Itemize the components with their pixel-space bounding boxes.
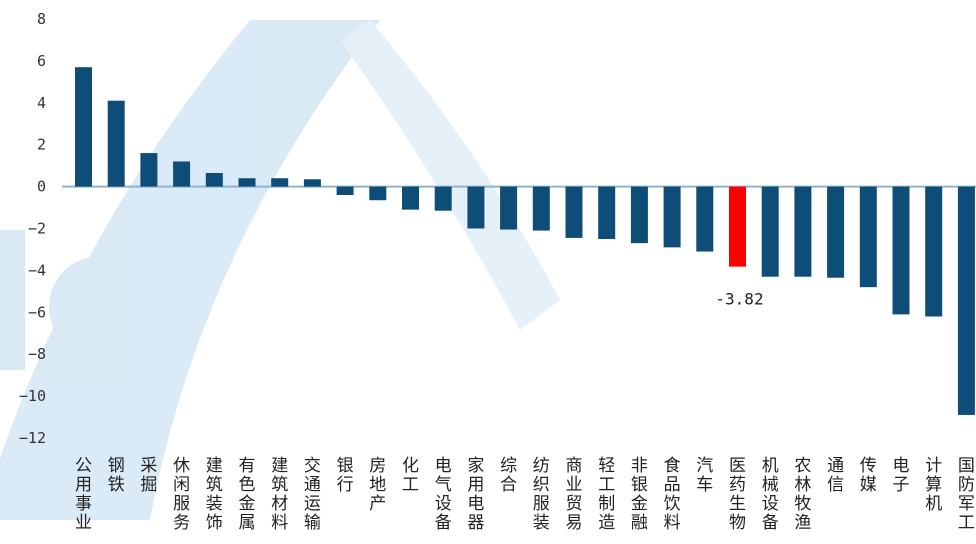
bar (663, 186, 681, 248)
y-tick-label: −12 (19, 429, 46, 447)
bars (75, 67, 975, 415)
bar (565, 186, 583, 238)
bar (925, 186, 943, 317)
category-label: 计算机 (925, 456, 942, 514)
bar (336, 186, 354, 195)
bar (238, 178, 256, 187)
highlight-annotation: -3.82 (715, 290, 763, 309)
bar (957, 186, 975, 415)
category-label: 电气设备 (435, 456, 452, 533)
category-label: 农林牧渔 (794, 456, 811, 533)
category-label: 休闲服务 (173, 456, 190, 533)
bar (794, 186, 812, 277)
bar (467, 186, 485, 229)
category-label: 非银金融 (631, 456, 648, 533)
y-tick-label: 8 (37, 10, 46, 28)
y-tick-label: −6 (28, 303, 46, 321)
bar (303, 179, 321, 187)
bar (892, 186, 910, 315)
category-label: 轻工制造 (598, 456, 615, 533)
y-axis-labels: 8 6 4 2 0 −2 −4 −6 −8 −10 −12 (19, 10, 46, 447)
bar (630, 186, 648, 244)
y-tick-label: 2 (37, 136, 46, 154)
category-label: 采掘 (140, 456, 157, 495)
bar (402, 186, 419, 210)
bar (271, 178, 289, 187)
category-label: 建筑装饰 (206, 456, 223, 533)
category-label: 有色金属 (239, 456, 256, 533)
bar (434, 186, 452, 211)
bar (827, 186, 845, 278)
category-label: 汽车 (696, 456, 713, 495)
category-label: 建筑材料 (271, 456, 288, 533)
category-label: 传媒 (860, 456, 877, 495)
bar (173, 161, 191, 187)
category-label: 机械设备 (762, 456, 779, 533)
category-label: 医药生物 (729, 456, 746, 533)
bar (369, 186, 387, 201)
category-label: 电子 (893, 456, 910, 495)
bar (761, 186, 779, 277)
category-label: 公用事业 (75, 456, 92, 533)
category-label: 家用电器 (467, 456, 484, 533)
category-label: 钢铁 (108, 456, 125, 495)
category-label: 国防军工 (958, 456, 975, 533)
category-label: 通信 (827, 456, 844, 495)
y-tick-label: −8 (28, 345, 46, 363)
bar (598, 186, 616, 239)
bar (140, 153, 158, 187)
y-tick-label: −4 (28, 261, 46, 279)
bar (729, 186, 746, 267)
bar (75, 67, 92, 187)
watermark-logo (0, 20, 560, 520)
category-label: 纺织服装 (533, 456, 550, 533)
bar (205, 172, 223, 187)
category-label: 商业贸易 (566, 456, 583, 533)
y-tick-label: 0 (37, 178, 46, 196)
category-label: 化工 (402, 456, 419, 495)
bar (107, 100, 125, 187)
category-label: 银行 (337, 456, 354, 495)
bar (696, 186, 714, 252)
y-tick-label: 4 (37, 94, 46, 112)
bar (532, 186, 550, 231)
category-label: 食品饮料 (664, 456, 681, 533)
category-labels: 公用事业钢铁采掘休闲服务建筑装饰有色金属建筑材料交通运输银行房地产化工电气设备家… (75, 456, 975, 533)
bar (859, 186, 877, 288)
y-tick-label: −2 (28, 220, 46, 238)
category-label: 综合 (500, 456, 517, 495)
category-label: 交通运输 (304, 456, 321, 533)
y-tick-label: 6 (37, 52, 46, 70)
bar (500, 186, 518, 230)
category-label: 房地产 (369, 456, 386, 514)
y-tick-label: −10 (19, 387, 46, 405)
